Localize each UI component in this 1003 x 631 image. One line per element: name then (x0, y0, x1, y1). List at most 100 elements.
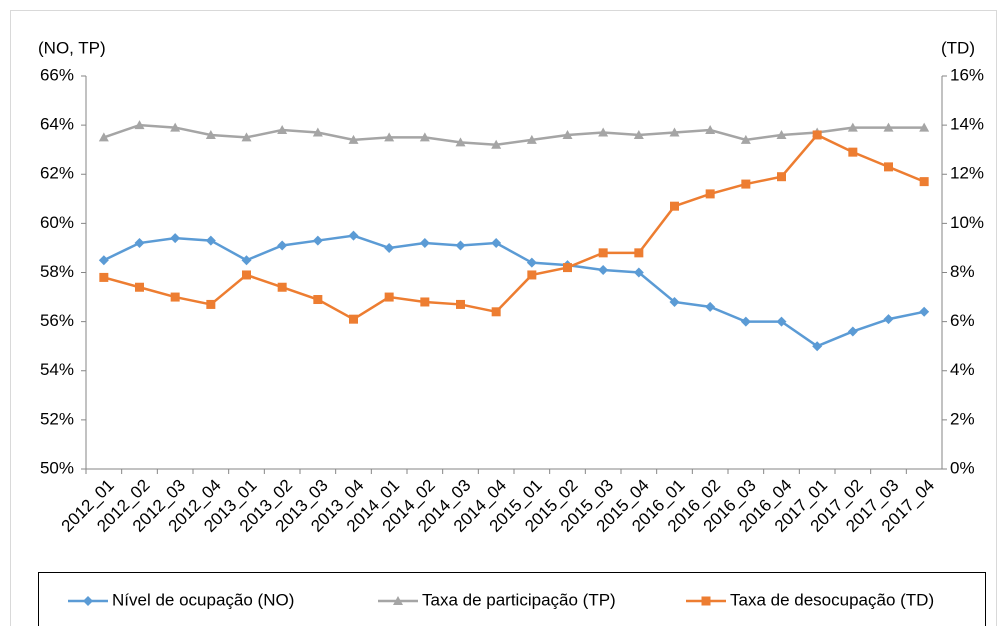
point (98, 255, 109, 266)
y2-tick-label: 16% (950, 65, 984, 84)
y-tick-label: 62% (40, 164, 74, 183)
point (634, 248, 644, 258)
point (633, 267, 644, 278)
point (134, 238, 145, 249)
series-line (103, 234, 925, 348)
y2-tick-label: 2% (950, 409, 975, 428)
point (884, 162, 893, 172)
legend-label: Nível de ocupação (NO) (112, 590, 294, 609)
point (563, 263, 572, 273)
point (206, 299, 216, 309)
point (847, 326, 858, 337)
y-tick-label: 64% (40, 115, 74, 134)
point (98, 132, 109, 142)
point (776, 129, 787, 139)
y-tick-label: 52% (40, 409, 74, 428)
series-line (103, 123, 925, 147)
legend-marker (701, 596, 711, 606)
point (242, 270, 251, 280)
point (205, 129, 216, 139)
y-tick-label: 54% (40, 360, 74, 379)
point (777, 172, 786, 182)
point (741, 179, 751, 189)
y-tick-label: 50% (40, 458, 74, 477)
point (526, 134, 537, 144)
y2-tick-label: 14% (950, 115, 984, 134)
y2-tick-label: 4% (950, 360, 975, 379)
point (883, 314, 894, 325)
point (456, 299, 465, 309)
point (598, 127, 609, 137)
point (312, 127, 323, 137)
point (348, 134, 359, 144)
point (669, 296, 680, 307)
point (277, 240, 288, 251)
point (277, 125, 288, 135)
point (812, 130, 822, 140)
y-tick-label: 66% (40, 65, 74, 84)
point (312, 235, 323, 246)
point (527, 270, 537, 280)
legend-label: Taxa de desocupação (TD) (730, 590, 934, 609)
point (919, 122, 930, 132)
series-line (103, 133, 925, 321)
point (384, 132, 395, 142)
point (455, 137, 466, 147)
legend-box (38, 572, 986, 631)
point (669, 127, 680, 137)
point (241, 255, 252, 266)
chart-frame (10, 10, 997, 631)
point (170, 292, 180, 302)
y2-tick-label: 12% (950, 164, 984, 183)
point (419, 132, 430, 142)
point (384, 242, 395, 253)
point (847, 122, 858, 132)
y2-axis-label: (TD) (941, 38, 975, 57)
point (491, 307, 501, 317)
y-tick-label: 56% (40, 311, 74, 330)
point (170, 122, 181, 132)
point (526, 257, 537, 268)
point (205, 235, 216, 246)
point (670, 201, 679, 211)
y-tick-label: 58% (40, 262, 74, 281)
y2-tick-label: 6% (950, 311, 975, 330)
point (812, 341, 823, 352)
point (705, 125, 716, 135)
point (419, 238, 430, 249)
point (848, 147, 858, 157)
point (740, 134, 751, 144)
point (883, 122, 894, 132)
point (135, 282, 144, 292)
y-tick-label: 60% (40, 213, 74, 232)
point (705, 301, 716, 312)
point (598, 248, 608, 258)
legend-marker (83, 596, 93, 606)
point (776, 316, 787, 327)
point (919, 306, 930, 317)
y2-tick-label: 10% (950, 213, 984, 232)
point (313, 295, 323, 305)
point (562, 129, 573, 139)
point (99, 272, 109, 282)
legend-marker (393, 596, 403, 605)
point (349, 314, 358, 324)
y2-tick-label: 8% (950, 262, 975, 281)
point (241, 132, 252, 142)
point (633, 129, 644, 139)
point (170, 233, 181, 244)
legend-label: Taxa de participação (TP) (422, 590, 616, 609)
point (420, 297, 430, 307)
point (277, 282, 287, 292)
point (705, 189, 715, 199)
point (348, 230, 359, 241)
point (598, 265, 609, 276)
point (384, 292, 394, 302)
point (919, 177, 929, 187)
point (134, 120, 145, 130)
y2-tick-label: 0% (950, 458, 975, 477)
point (740, 316, 751, 327)
point (455, 240, 466, 251)
point (491, 139, 502, 149)
